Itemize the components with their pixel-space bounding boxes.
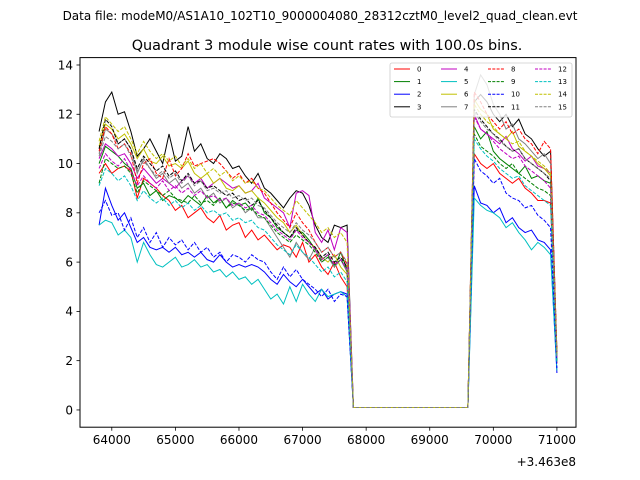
legend-label-10: 10 — [511, 91, 520, 99]
series-line-1 — [98, 126, 558, 408]
series-line-10 — [98, 158, 558, 408]
plot-area: 64000 65000 66000 67000 68000 69000 70000 71000… — [58, 57, 577, 469]
legend-label-6: 6 — [464, 91, 469, 99]
legend-box — [389, 62, 573, 118]
legend-label-3: 3 — [417, 103, 421, 111]
series-line-4 — [98, 114, 558, 408]
x-tick-label: 66000 — [220, 433, 258, 447]
legend-label-1: 1 — [417, 78, 421, 86]
series-line-12 — [98, 116, 558, 408]
y-axis: 0 2 4 6 8 10 12 14 — [58, 58, 80, 417]
series-line-3 — [98, 90, 558, 408]
series-line-11 — [98, 107, 558, 408]
x-tick-label: 68000 — [347, 433, 385, 447]
series-line-15 — [98, 110, 558, 408]
x-tick-label: 65000 — [156, 433, 194, 447]
series-line-13 — [98, 137, 558, 408]
x-axis: 64000 65000 66000 67000 68000 69000 70000 71000 — [93, 427, 576, 447]
series-line-2 — [98, 185, 558, 408]
y-tick-label: 14 — [58, 58, 73, 72]
y-tick-label: 4 — [65, 305, 73, 319]
series-line-8 — [98, 90, 558, 408]
y-tick-label: 6 — [65, 255, 73, 269]
y-tick-label: 12 — [58, 108, 73, 122]
series-line-14 — [98, 102, 558, 408]
legend-label-5: 5 — [464, 78, 468, 86]
legend-label-11: 11 — [511, 103, 520, 111]
series-line-5 — [98, 196, 558, 408]
x-tick-label: 69000 — [411, 433, 449, 447]
x-tick-label: 70000 — [474, 433, 512, 447]
x-tick-label: 71000 — [538, 433, 576, 447]
legend-label-15: 15 — [558, 103, 567, 111]
series-lines — [98, 73, 558, 408]
y-tick-label: 8 — [65, 206, 73, 220]
legend-label-2: 2 — [417, 91, 421, 99]
y-tick-label: 2 — [65, 354, 73, 368]
x-axis-offset-label: +3.463e8 — [517, 455, 576, 469]
axes-frame — [79, 57, 577, 428]
figure-suptitle: Data file: modeM0/AS1A10_102T10_90000040… — [63, 9, 578, 23]
legend-label-9: 9 — [511, 78, 515, 86]
series-line-0 — [98, 152, 558, 408]
chart-title: Quadrant 3 module wise count rates with … — [132, 38, 523, 54]
legend-label-12: 12 — [558, 66, 567, 74]
legend-label-14: 14 — [558, 91, 567, 99]
y-tick-label: 0 — [65, 403, 73, 417]
x-tick-label: 67000 — [283, 433, 321, 447]
series-line-9 — [98, 133, 558, 408]
legend-label-8: 8 — [511, 66, 515, 74]
legend-label-13: 13 — [558, 78, 567, 86]
legend-label-0: 0 — [417, 66, 421, 74]
legend-label-4: 4 — [464, 66, 469, 74]
legend-label-7: 7 — [464, 103, 468, 111]
x-tick-label: 64000 — [93, 433, 131, 447]
y-tick-label: 10 — [58, 157, 73, 171]
